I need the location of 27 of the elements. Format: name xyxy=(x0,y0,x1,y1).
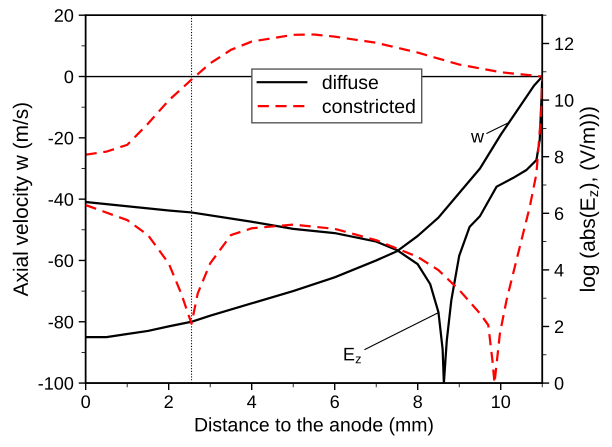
legend-label: constricted xyxy=(322,98,415,114)
y-tick-label: -100 xyxy=(38,377,74,390)
x-tick-label: 2 xyxy=(164,395,173,408)
y-tick-label: -20 xyxy=(48,132,74,145)
y2-tick-label: 6 xyxy=(554,207,564,220)
y2-tick-label: 8 xyxy=(554,150,564,164)
y2-tick-label: 0 xyxy=(554,377,564,390)
x-axis-title: Distance to the anode (mm) xyxy=(196,417,433,436)
annotation: E$_{z}$ xyxy=(344,348,361,364)
y-tick-label: -60 xyxy=(48,254,74,268)
x-tick-label: 6 xyxy=(330,395,339,408)
annotation: w xyxy=(470,132,484,143)
x-tick-label: 8 xyxy=(413,395,422,408)
y2-tick-label: 12 xyxy=(555,37,574,50)
y2-tick-label: 2 xyxy=(554,320,564,334)
x-tick-label: 0 xyxy=(81,395,90,408)
y2-tick-label: 4 xyxy=(554,264,564,276)
y2-axis-title: log (abs(E$_{z}$), (V/m))) xyxy=(580,107,600,291)
y-tick-label: -40 xyxy=(48,193,74,206)
y-tick-label: -80 xyxy=(48,316,74,328)
y-tick-label: 20 xyxy=(54,9,74,22)
legend-label: diffuse xyxy=(322,74,378,90)
y-axis-title: Axial velocity w (m/s) xyxy=(12,103,32,296)
y-tick-label: 0 xyxy=(64,70,74,84)
x-tick-label: 4 xyxy=(247,396,256,408)
y2-tick-label: 10 xyxy=(555,94,574,107)
x-tick-label: 10 xyxy=(492,395,510,408)
